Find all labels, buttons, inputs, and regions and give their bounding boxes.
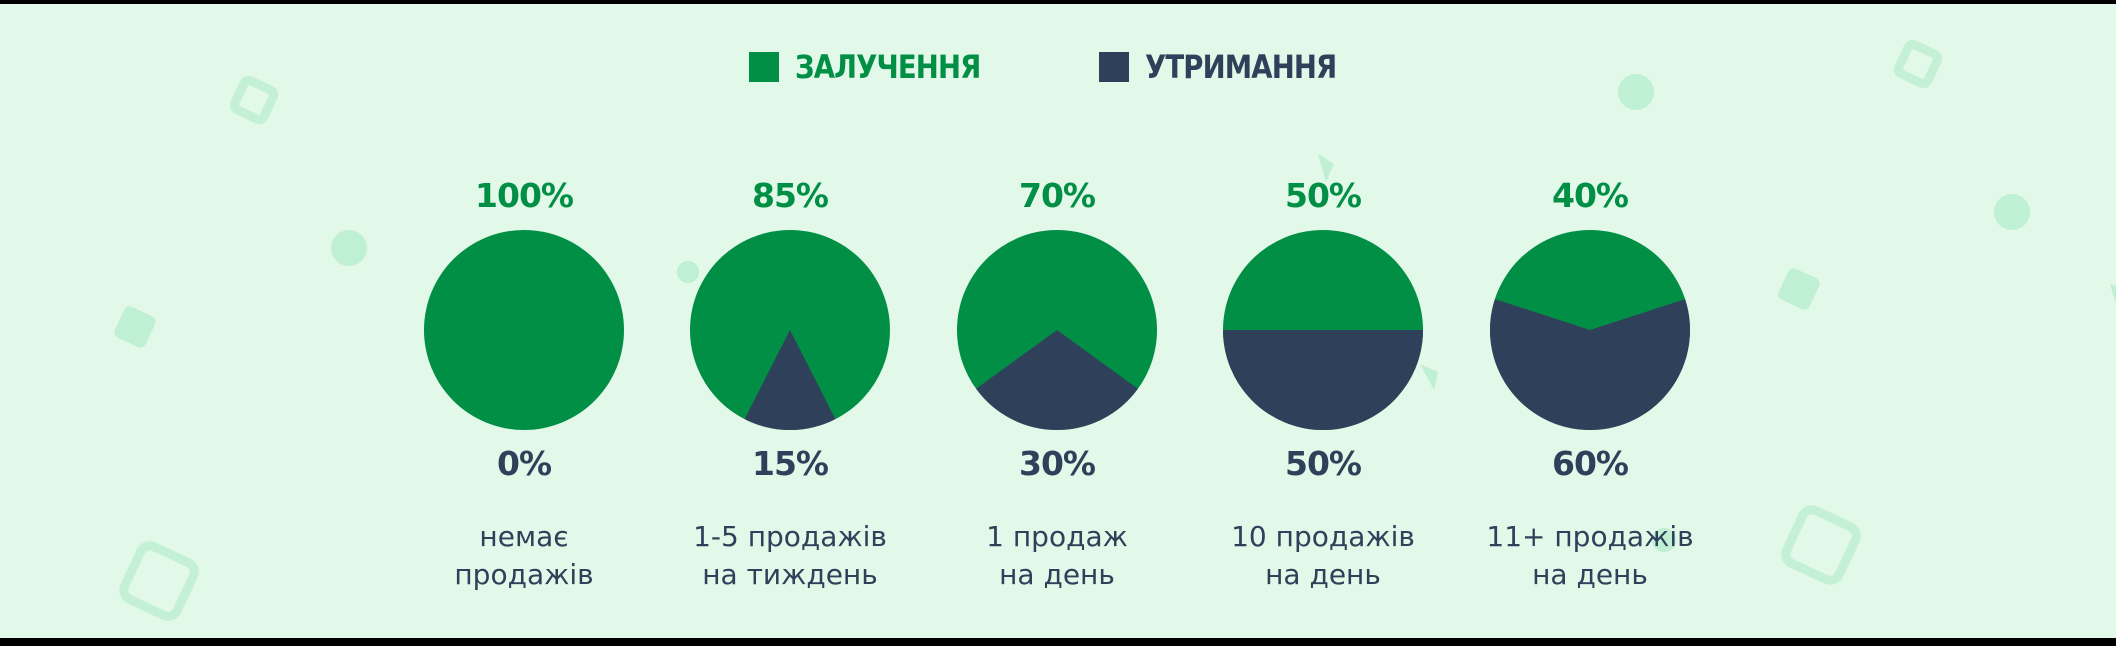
acquisition-value-label: 85% bbox=[680, 176, 900, 215]
chart-canvas: ЗАЛУЧЕННЯ УТРИМАННЯ 100% 0% немає продажів 8… bbox=[0, 4, 2116, 638]
retention-value-label: 60% bbox=[1480, 444, 1700, 483]
retention-value-label: 50% bbox=[1213, 444, 1433, 483]
retention-value-label: 0% bbox=[414, 444, 634, 483]
pie-slice-acquisition bbox=[424, 230, 624, 430]
retention-value-label: 30% bbox=[947, 444, 1167, 483]
category-label-line: на тиждень bbox=[660, 556, 920, 594]
pie-1 bbox=[424, 230, 624, 430]
pie-3 bbox=[957, 230, 1157, 430]
category-label-line: на день bbox=[927, 556, 1187, 594]
category-label-line: на день bbox=[1193, 556, 1453, 594]
pie-2 bbox=[690, 230, 890, 430]
pie-slice-retention bbox=[1223, 330, 1423, 430]
acquisition-value-label: 40% bbox=[1480, 176, 1700, 215]
acquisition-value-label: 70% bbox=[947, 176, 1167, 215]
category-label-line: 1-5 продажів bbox=[660, 518, 920, 556]
category-label-line: 1 продаж bbox=[927, 518, 1187, 556]
pie-4 bbox=[1223, 230, 1423, 430]
category-label-line: 11+ продажів bbox=[1460, 518, 1720, 556]
category-label-line: 10 продажів bbox=[1193, 518, 1453, 556]
acquisition-value-label: 100% bbox=[414, 176, 634, 215]
category-label-line: немає bbox=[394, 518, 654, 556]
retention-value-label: 15% bbox=[680, 444, 900, 483]
category-label: 11+ продажів на день bbox=[1460, 518, 1720, 594]
category-label: немає продажів bbox=[394, 518, 654, 594]
category-label: 1 продаж на день bbox=[927, 518, 1187, 594]
category-label-line: на день bbox=[1460, 556, 1720, 594]
category-label: 1-5 продажів на тиждень bbox=[660, 518, 920, 594]
category-label-line: продажів bbox=[394, 556, 654, 594]
category-label: 10 продажів на день bbox=[1193, 518, 1453, 594]
acquisition-value-label: 50% bbox=[1213, 176, 1433, 215]
pie-5 bbox=[1490, 230, 1690, 430]
